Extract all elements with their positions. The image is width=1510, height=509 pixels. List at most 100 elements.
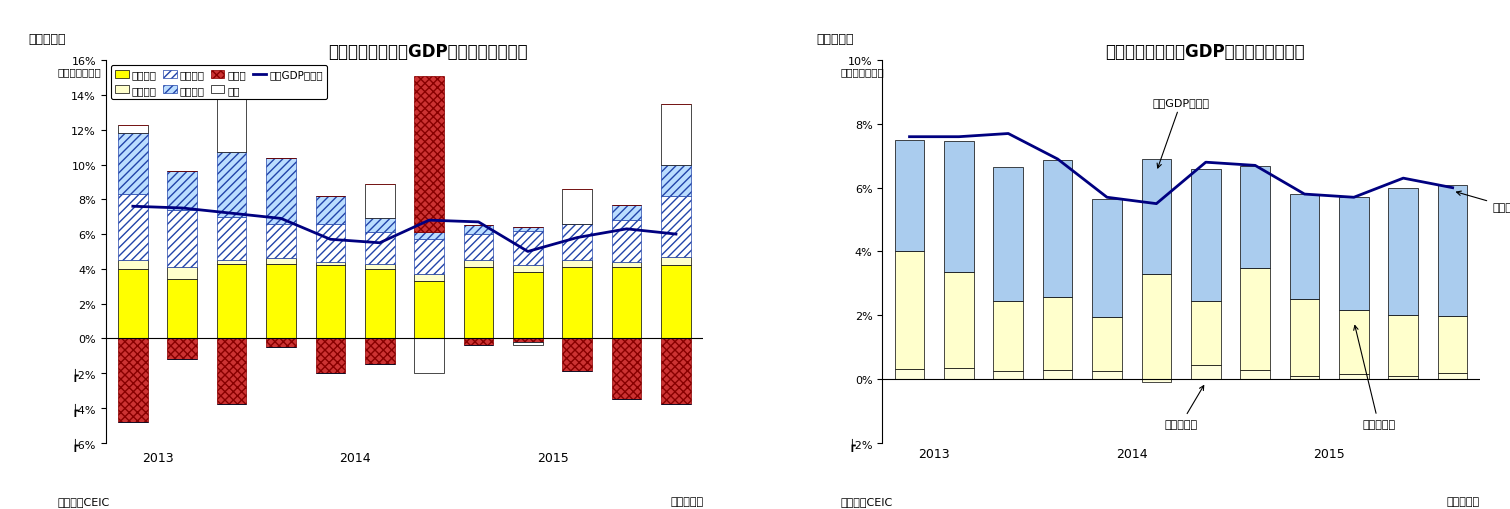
Bar (1339, 198, 1368, 311)
Bar (365, 269, 394, 338)
Bar (414, 338, 444, 374)
Bar (562, 268, 592, 338)
Bar (1191, 169, 1220, 301)
Bar (612, 221, 642, 262)
Bar (168, 338, 196, 359)
Bar (895, 140, 924, 252)
Bar (1092, 200, 1122, 317)
Text: 2014: 2014 (1116, 447, 1148, 460)
Bar (414, 281, 444, 338)
Bar (1290, 300, 1320, 376)
Bar (895, 370, 924, 379)
Bar (1043, 297, 1072, 371)
Bar (365, 264, 394, 269)
Bar (1092, 371, 1122, 379)
Bar (1142, 379, 1172, 382)
Bar (1043, 371, 1072, 379)
Bar (168, 280, 196, 338)
Text: 2013: 2013 (918, 447, 950, 460)
Bar (562, 189, 592, 224)
Bar (994, 371, 1024, 379)
Title: フィリピンの実質GDP成長率（需要側）: フィリピンの実質GDP成長率（需要側） (329, 43, 528, 61)
Text: （四半期）: （四半期） (670, 496, 704, 506)
Bar (365, 184, 394, 219)
Bar (365, 219, 394, 233)
Bar (562, 224, 592, 261)
Bar (464, 268, 494, 338)
Bar (1240, 269, 1270, 371)
Bar (118, 134, 148, 194)
Bar (365, 338, 394, 365)
Bar (168, 210, 196, 268)
Text: （前年同期比）: （前年同期比） (841, 67, 885, 77)
Bar (464, 338, 494, 346)
Bar (1339, 311, 1368, 375)
Bar (414, 274, 444, 281)
Bar (1092, 317, 1122, 371)
Bar (168, 172, 196, 210)
Bar (266, 224, 296, 259)
Bar (414, 240, 444, 274)
Bar (661, 196, 690, 257)
Bar (316, 266, 346, 338)
Bar (944, 273, 974, 368)
Bar (661, 266, 690, 338)
Bar (414, 233, 444, 240)
Bar (661, 257, 690, 266)
Bar (316, 196, 346, 224)
Text: 第二次産業: 第二次産業 (1354, 326, 1395, 429)
Text: （前年同期比）: （前年同期比） (57, 67, 101, 77)
Text: （図表１）: （図表１） (29, 33, 65, 46)
Text: （資料）CEIC: （資料）CEIC (57, 496, 110, 506)
Bar (1191, 365, 1220, 379)
Bar (1438, 186, 1468, 316)
Bar (944, 142, 974, 273)
Bar (464, 226, 494, 235)
Bar (1240, 166, 1270, 269)
Bar (266, 264, 296, 338)
Bar (1290, 194, 1320, 300)
Bar (464, 235, 494, 261)
Bar (944, 368, 974, 379)
Text: （資料）CEIC: （資料）CEIC (841, 496, 892, 506)
Bar (513, 266, 542, 273)
Bar (1043, 160, 1072, 297)
Bar (1389, 316, 1418, 376)
Bar (661, 104, 690, 165)
Bar (661, 338, 690, 405)
Bar (994, 301, 1024, 371)
Bar (365, 233, 394, 264)
Bar (562, 261, 592, 268)
Bar (168, 268, 196, 280)
Bar (316, 338, 346, 374)
Bar (464, 261, 494, 268)
Text: 第三次産業: 第三次産業 (1457, 192, 1510, 213)
Bar (1389, 376, 1418, 379)
Bar (994, 167, 1024, 301)
Bar (513, 338, 542, 342)
Bar (414, 77, 444, 233)
Bar (1142, 274, 1172, 379)
Bar (661, 165, 690, 196)
Bar (266, 338, 296, 347)
Bar (118, 338, 148, 422)
Bar (1240, 371, 1270, 379)
Bar (612, 338, 642, 400)
Legend: 民間消費, 政府消費, 資本投資, 在庫投資, 純輸出, 誤差, 実質GDP成長率: 民間消費, 政府消費, 資本投資, 在庫投資, 純輸出, 誤差, 実質GDP成長… (110, 66, 328, 100)
Bar (217, 153, 246, 217)
Bar (513, 342, 542, 346)
Bar (266, 158, 296, 224)
Bar (513, 231, 542, 266)
Text: （四半期）: （四半期） (1447, 496, 1480, 506)
Bar (1438, 374, 1468, 379)
Bar (118, 125, 148, 134)
Text: 2015: 2015 (536, 451, 568, 465)
Bar (513, 228, 542, 231)
Bar (316, 224, 346, 262)
Bar (266, 259, 296, 264)
Bar (118, 269, 148, 338)
Bar (217, 92, 246, 153)
Text: （図表２）: （図表２） (817, 33, 855, 46)
Bar (895, 252, 924, 370)
Bar (513, 273, 542, 338)
